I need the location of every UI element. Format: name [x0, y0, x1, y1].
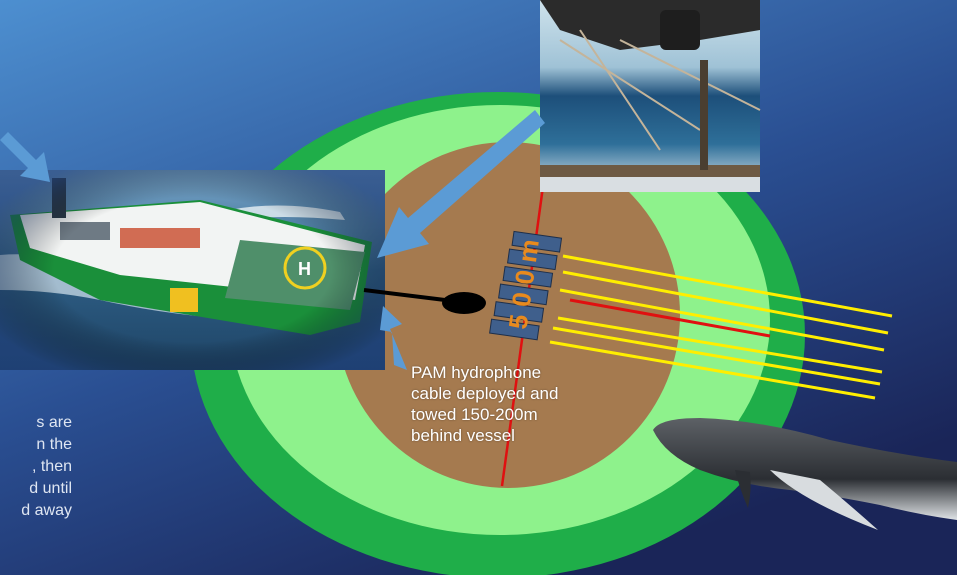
pam-caption-line-2: cable deployed and	[411, 384, 559, 403]
humpback-whale	[653, 418, 957, 530]
streamer-5	[552, 326, 881, 386]
deck-photo-post	[700, 60, 708, 170]
side-caption-line-1: s are	[36, 414, 72, 431]
airgun-array: 500m	[489, 229, 563, 341]
whale-fin-small	[735, 470, 751, 508]
streamer-6	[549, 340, 876, 400]
hydrophone-pod	[442, 292, 486, 314]
survey-vessel-photo: H	[0, 170, 385, 370]
hydrophone-cable	[363, 288, 446, 302]
deck-photo-ceiling	[540, 0, 760, 50]
streamer-4	[557, 316, 883, 374]
pam-caption: PAM hydrophone cable deployed and towed …	[411, 362, 601, 446]
arrow-to-vessel	[377, 110, 545, 258]
deck-photo-rope-3	[619, 39, 761, 111]
pam-caption-line-4: behind vessel	[411, 426, 515, 445]
deck-photo-railing	[540, 165, 760, 177]
side-caption: s are n the , then d until d away	[0, 412, 72, 522]
streamer-2	[562, 270, 889, 335]
deck-photo-winch	[660, 10, 700, 50]
arrow-vessel-mast	[0, 132, 50, 182]
vessel-photo-fade	[0, 170, 385, 370]
seismic-streamers	[549, 254, 893, 400]
array-bar-6	[489, 318, 540, 341]
streamer-1	[562, 254, 893, 318]
streamer-3	[559, 288, 885, 352]
deck-photo-floor	[540, 177, 760, 192]
array-bar-4	[498, 283, 549, 306]
array-bar-2	[507, 248, 558, 271]
side-caption-line-4: d until	[29, 480, 72, 497]
pam-caption-line-3: towed 150-200m	[411, 405, 538, 424]
arrow-to-cable	[380, 306, 407, 370]
center-streamer	[569, 298, 771, 338]
deck-photo-rope-1	[559, 39, 701, 131]
deck-photo-rope-2	[579, 29, 661, 151]
array-bar-3	[502, 266, 554, 288]
array-bar-1	[511, 230, 563, 253]
side-caption-line-2: n the	[36, 436, 72, 453]
array-bar-5	[493, 301, 545, 323]
pam-caption-line-1: PAM hydrophone	[411, 363, 542, 382]
deck-photo	[540, 0, 761, 192]
whale-body	[653, 418, 957, 520]
side-caption-line-5: d away	[21, 502, 72, 519]
whale-fin	[770, 470, 878, 530]
side-caption-line-3: , then	[31, 458, 72, 475]
